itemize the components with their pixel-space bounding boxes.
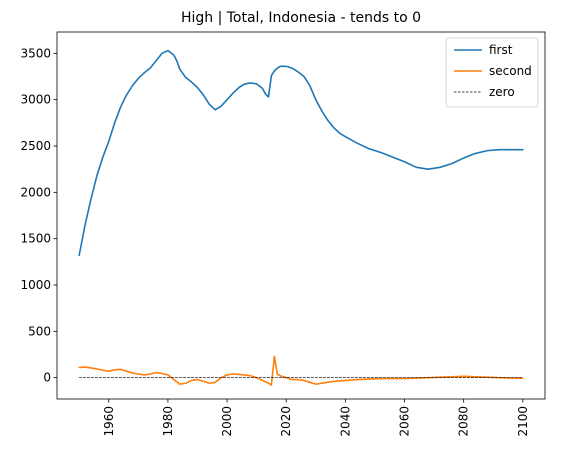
x-tick-label: 2040 [338, 406, 352, 437]
legend-label-zero: zero [489, 85, 515, 99]
y-tick-label: 2000 [20, 185, 51, 199]
x-tick-label: 2100 [516, 406, 530, 437]
legend-box [445, 37, 539, 108]
chart-title: High | Total, Indonesia - tends to 0 [181, 10, 421, 26]
legend: first second zero [445, 37, 539, 108]
y-tick-label: 1500 [20, 232, 51, 246]
x-tick-label: 2020 [279, 406, 293, 437]
y-tick-label: 3500 [20, 46, 51, 60]
x-tick-label: 1960 [102, 406, 116, 437]
y-tick-label: 2500 [20, 139, 51, 153]
legend-label-second: second [489, 64, 532, 78]
axes: 1960 1980 2000 2020 2040 2060 2080 2100 0 500 1000… [20, 31, 546, 437]
x-tick-label: 1980 [161, 406, 175, 437]
x-tick-label: 2080 [457, 406, 471, 437]
y-tick-label: 500 [28, 324, 51, 338]
legend-label-first: first [489, 43, 513, 57]
axes-frame [56, 31, 546, 400]
series-line-second [78, 355, 524, 386]
y-tick-label: 3000 [20, 93, 51, 107]
x-tick-label: 2000 [220, 406, 234, 437]
y-tick-label: 1000 [20, 278, 51, 292]
y-tick-label: 0 [43, 371, 51, 385]
x-tick-label: 2060 [398, 406, 412, 437]
plot-area [78, 49, 524, 386]
series-line-first [78, 49, 524, 257]
